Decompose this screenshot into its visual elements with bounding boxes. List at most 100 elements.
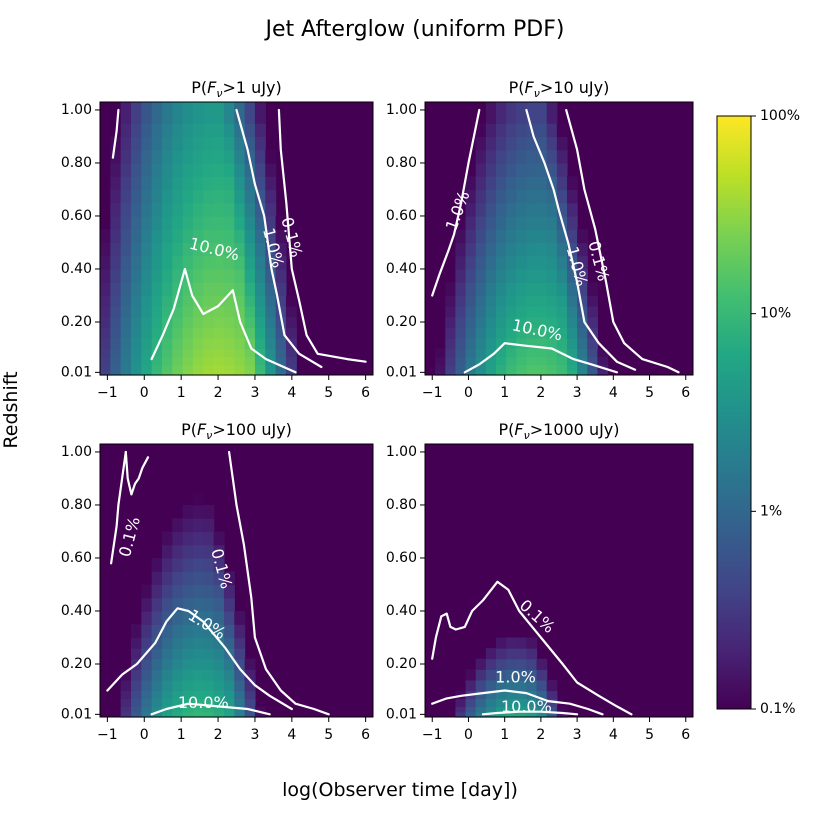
heatmap-cell xyxy=(223,202,235,217)
heatmap-cell xyxy=(161,658,173,670)
heatmap-cell xyxy=(161,624,173,639)
heatmap-cell xyxy=(244,327,256,339)
heatmap-cell xyxy=(213,255,225,270)
heatmap-cell xyxy=(120,268,132,283)
heatmap-cell xyxy=(556,162,568,177)
heatmap-cell xyxy=(213,327,225,339)
heatmap-cell xyxy=(254,202,266,217)
heatmap-cell xyxy=(485,327,497,339)
heatmap-cell xyxy=(285,369,297,376)
heatmap-cell xyxy=(203,162,215,177)
heatmap-cell xyxy=(151,706,163,713)
heatmap-cell xyxy=(161,242,173,257)
heatmap-cell xyxy=(203,690,215,700)
heatmap-cell xyxy=(213,136,225,151)
heatmap-cell xyxy=(223,584,235,599)
heatmap-cell xyxy=(495,348,507,358)
heatmap-cell xyxy=(161,679,173,692)
heatmap-cell xyxy=(566,215,578,230)
heatmap-cell xyxy=(495,648,507,660)
heatmap-cell xyxy=(465,337,477,350)
heatmap-cell xyxy=(495,295,507,307)
heatmap-cell xyxy=(506,679,517,692)
heatmap-cell xyxy=(172,669,184,681)
heatmap-cell xyxy=(455,255,467,270)
heatmap-cell xyxy=(192,624,204,639)
heatmap-cell xyxy=(213,348,225,358)
heatmap-cell xyxy=(254,176,266,191)
heatmap-cell xyxy=(161,711,173,718)
heatmap-cell xyxy=(172,557,184,572)
heatmap-cell xyxy=(285,295,297,307)
heatmap-cell xyxy=(110,229,122,244)
heatmap-cell xyxy=(182,215,194,230)
heatmap-cell xyxy=(192,295,204,307)
heatmap-cell xyxy=(445,356,457,365)
heatmap-cell xyxy=(182,597,194,612)
heatmap-cell xyxy=(161,123,173,138)
contour-line xyxy=(150,267,297,374)
heatmap-cell xyxy=(506,102,517,124)
heatmap-cell xyxy=(110,282,122,297)
heatmap-cell xyxy=(566,364,578,371)
heatmap-cell xyxy=(516,306,527,318)
y-tick-label: 0.80 xyxy=(61,155,92,171)
heatmap-cell xyxy=(172,679,184,692)
heatmap-cell xyxy=(161,189,173,204)
heatmap-cell xyxy=(556,364,568,371)
heatmap-cell xyxy=(130,215,142,230)
heatmap-cell xyxy=(526,356,538,365)
x-tick-label: 2 xyxy=(214,727,223,743)
heatmap-cell xyxy=(192,316,204,328)
heatmap-cell xyxy=(465,295,477,307)
heatmap-cell xyxy=(130,202,142,217)
heatmap-cell xyxy=(536,136,548,151)
heatmap-cell xyxy=(556,123,568,138)
heatmap-cell xyxy=(506,162,517,177)
heatmap-cell xyxy=(587,364,598,371)
heatmap-cell xyxy=(151,337,163,350)
heatmap-cell xyxy=(566,229,578,244)
heatmap-cell xyxy=(141,282,153,297)
heatmap-cell xyxy=(192,255,204,270)
heatmap-cell xyxy=(234,356,246,365)
heatmap-cell xyxy=(516,337,527,350)
heatmap-cell xyxy=(455,282,467,297)
heatmap-cell xyxy=(485,348,497,358)
heatmap-cell xyxy=(566,268,578,283)
heatmap-cell xyxy=(182,282,194,297)
heatmap-cell xyxy=(192,189,204,204)
heatmap-cell xyxy=(265,316,277,328)
heatmap-cell xyxy=(485,149,497,164)
contour-line xyxy=(431,689,604,716)
heatmap-cell xyxy=(192,669,204,681)
heatmap-cell xyxy=(130,123,142,138)
heatmap-cell xyxy=(577,229,588,244)
heatmap-cell xyxy=(546,268,558,283)
heatmap-cell xyxy=(151,711,163,718)
heatmap-cell xyxy=(475,123,487,138)
heatmap-cell xyxy=(516,242,527,257)
heatmap-cell xyxy=(110,162,122,177)
heatmap-cell xyxy=(213,202,225,217)
heatmap-cell xyxy=(506,202,517,217)
heatmap-cell xyxy=(516,658,527,670)
heatmap-cell xyxy=(265,369,277,376)
x-tick-label: 0 xyxy=(140,727,149,743)
heatmap-cell xyxy=(172,306,184,318)
y-tick-label: 0.01 xyxy=(386,364,417,380)
heatmap-cell xyxy=(151,229,163,244)
heatmap-cell xyxy=(100,229,111,244)
heatmap-cell xyxy=(485,679,497,692)
colorbar-ticks: 100% 10% 1% 0.1% xyxy=(751,108,800,717)
heatmap-cell xyxy=(526,369,538,376)
heatmap-cell xyxy=(244,698,256,707)
heatmap-cell xyxy=(465,176,477,191)
heatmap-cell xyxy=(182,316,194,328)
heatmap-cell xyxy=(475,202,487,217)
heatmap-cell xyxy=(506,123,517,138)
heatmap-cell xyxy=(203,282,215,297)
heatmap-cell xyxy=(203,215,215,230)
heatmap-cell xyxy=(161,176,173,191)
heatmap-cell xyxy=(254,711,266,718)
